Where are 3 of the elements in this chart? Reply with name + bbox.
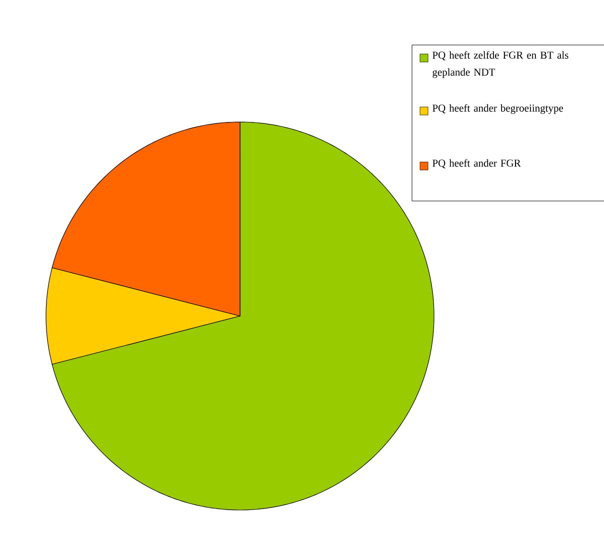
legend-label: PQ heeft ander FGR [432,159,521,168]
legend-label: PQ heeft ander begroeiingtype [432,104,564,114]
legend-label: PQ heeft zelfde FGR en BT als geplande NDT [432,51,568,78]
